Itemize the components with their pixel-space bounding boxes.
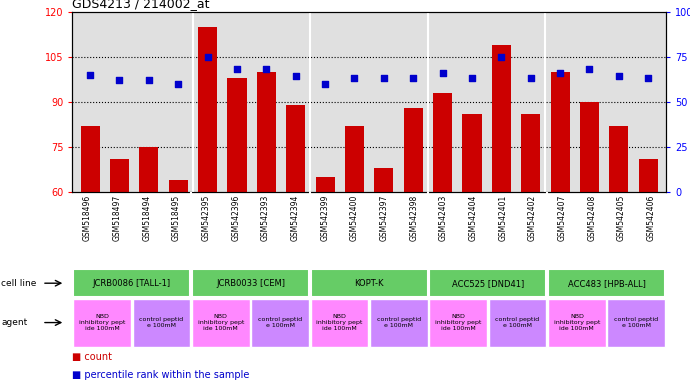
Text: GSM542408: GSM542408 xyxy=(587,195,596,241)
Text: KOPT-K: KOPT-K xyxy=(355,279,384,288)
Point xyxy=(319,81,331,87)
Bar xyxy=(345,126,364,192)
Point xyxy=(584,66,595,72)
Text: GSM542407: GSM542407 xyxy=(558,195,566,242)
Text: control peptid
e 100mM: control peptid e 100mM xyxy=(258,317,302,328)
Text: control peptid
e 100mM: control peptid e 100mM xyxy=(377,317,421,328)
Bar xyxy=(73,299,131,346)
Bar xyxy=(310,299,368,346)
Text: ACC483 [HPB-ALL]: ACC483 [HPB-ALL] xyxy=(568,279,645,288)
Bar xyxy=(370,299,428,346)
Point xyxy=(114,77,125,83)
Point xyxy=(496,53,507,60)
Point xyxy=(408,75,419,81)
Text: ■ percentile rank within the sample: ■ percentile rank within the sample xyxy=(72,370,250,380)
Point xyxy=(437,70,448,76)
Point xyxy=(349,75,360,81)
Text: GSM542406: GSM542406 xyxy=(647,195,656,242)
Bar xyxy=(404,108,423,192)
Text: GSM542394: GSM542394 xyxy=(290,195,299,242)
Bar xyxy=(251,299,309,346)
Point xyxy=(466,75,477,81)
Text: ACC525 [DND41]: ACC525 [DND41] xyxy=(452,279,524,288)
Point xyxy=(290,73,302,79)
Text: GDS4213 / 214002_at: GDS4213 / 214002_at xyxy=(72,0,210,10)
Text: NBD
inhibitory pept
ide 100mM: NBD inhibitory pept ide 100mM xyxy=(435,314,482,331)
Bar xyxy=(521,114,540,192)
Bar xyxy=(551,72,570,192)
Bar xyxy=(73,270,190,297)
Bar xyxy=(168,180,188,192)
Text: JCRB0086 [TALL-1]: JCRB0086 [TALL-1] xyxy=(92,279,171,288)
Point xyxy=(555,70,566,76)
Point xyxy=(642,75,653,81)
Text: GSM542404: GSM542404 xyxy=(469,195,477,242)
Bar xyxy=(609,126,629,192)
Text: GSM518497: GSM518497 xyxy=(112,195,121,241)
Text: NBD
inhibitory pept
ide 100mM: NBD inhibitory pept ide 100mM xyxy=(553,314,600,331)
Bar xyxy=(548,299,606,346)
Point xyxy=(144,77,155,83)
Bar xyxy=(286,105,305,192)
Bar xyxy=(81,126,99,192)
Point xyxy=(525,75,536,81)
Text: agent: agent xyxy=(1,318,28,327)
Text: GSM542396: GSM542396 xyxy=(231,195,240,242)
Text: control peptid
e 100mM: control peptid e 100mM xyxy=(614,317,658,328)
Bar xyxy=(548,270,665,297)
Point xyxy=(378,75,389,81)
Point xyxy=(231,66,242,72)
Text: GSM542393: GSM542393 xyxy=(261,195,270,242)
Text: control peptid
e 100mM: control peptid e 100mM xyxy=(495,317,540,328)
Bar xyxy=(580,102,599,192)
Text: NBD
inhibitory pept
ide 100mM: NBD inhibitory pept ide 100mM xyxy=(79,314,126,331)
Text: GSM542403: GSM542403 xyxy=(439,195,448,242)
Text: GSM542405: GSM542405 xyxy=(617,195,626,242)
Text: GSM518494: GSM518494 xyxy=(142,195,151,241)
Bar xyxy=(429,270,546,297)
Text: GSM518496: GSM518496 xyxy=(83,195,92,241)
Bar xyxy=(139,147,159,192)
Point xyxy=(202,53,213,60)
Bar xyxy=(110,159,129,192)
Text: ■ count: ■ count xyxy=(72,352,112,362)
Text: GSM542399: GSM542399 xyxy=(320,195,329,242)
Text: cell line: cell line xyxy=(1,279,37,288)
Text: control peptid
e 100mM: control peptid e 100mM xyxy=(139,317,184,328)
Bar xyxy=(429,299,487,346)
Bar xyxy=(198,26,217,192)
Bar xyxy=(315,177,335,192)
Bar xyxy=(492,45,511,192)
Text: JCRB0033 [CEM]: JCRB0033 [CEM] xyxy=(216,279,285,288)
Bar xyxy=(433,93,452,192)
Text: GSM542395: GSM542395 xyxy=(201,195,210,242)
Bar xyxy=(132,299,190,346)
Text: GSM542397: GSM542397 xyxy=(380,195,388,242)
Text: GSM542400: GSM542400 xyxy=(350,195,359,242)
Text: GSM542402: GSM542402 xyxy=(528,195,537,241)
Bar xyxy=(257,72,276,192)
Text: GSM542398: GSM542398 xyxy=(409,195,418,241)
Bar xyxy=(310,270,428,297)
Bar xyxy=(489,299,546,346)
Bar xyxy=(228,78,246,192)
Bar xyxy=(639,159,658,192)
Point xyxy=(172,81,184,87)
Text: NBD
inhibitory pept
ide 100mM: NBD inhibitory pept ide 100mM xyxy=(197,314,244,331)
Point xyxy=(85,71,96,78)
Bar xyxy=(192,299,250,346)
Bar xyxy=(374,168,393,192)
Text: GSM518495: GSM518495 xyxy=(172,195,181,241)
Bar xyxy=(192,270,309,297)
Point xyxy=(613,73,624,79)
Text: GSM542401: GSM542401 xyxy=(498,195,507,241)
Text: NBD
inhibitory pept
ide 100mM: NBD inhibitory pept ide 100mM xyxy=(316,314,363,331)
Point xyxy=(261,66,272,72)
Bar xyxy=(462,114,482,192)
Bar xyxy=(607,299,665,346)
